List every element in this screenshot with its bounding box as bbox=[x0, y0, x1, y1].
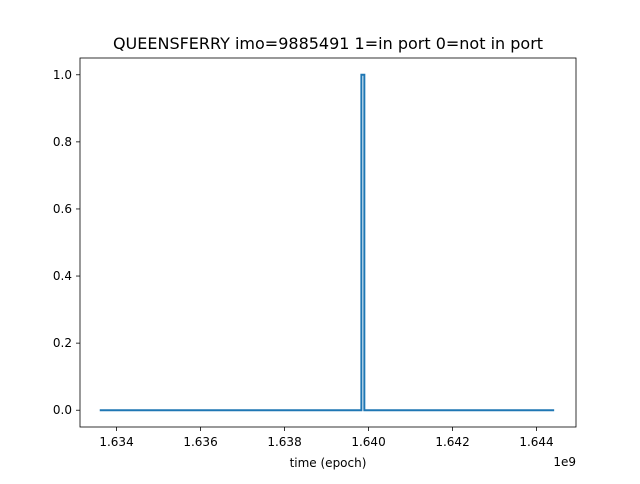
y-axis: 0.0 0.2 0.4 0.6 0.8 1.0 bbox=[53, 68, 80, 417]
x-axis: 1.634 1.636 1.638 1.640 1.642 1.644 bbox=[99, 427, 554, 449]
y-tick-label: 1.0 bbox=[53, 68, 72, 82]
x-axis-offset-label: 1e9 bbox=[553, 455, 576, 469]
x-tick-label: 1.642 bbox=[435, 435, 469, 449]
series-layer bbox=[99, 73, 555, 412]
series-line-0 bbox=[99, 73, 555, 412]
y-tick-label: 0.0 bbox=[53, 403, 72, 417]
chart-title: QUEENSFERRY imo=9885491 1=in port 0=not … bbox=[113, 34, 543, 53]
x-tick-label: 1.634 bbox=[99, 435, 133, 449]
y-tick-label: 0.2 bbox=[53, 336, 72, 350]
axes-frame bbox=[79, 57, 577, 428]
x-axis-label: time (epoch) bbox=[290, 456, 367, 470]
y-tick-label: 0.6 bbox=[53, 202, 72, 216]
plot-area bbox=[80, 58, 576, 427]
x-tick-label: 1.636 bbox=[183, 435, 217, 449]
x-tick-label: 1.640 bbox=[351, 435, 385, 449]
x-tick-label: 1.638 bbox=[267, 435, 301, 449]
x-tick-label: 1.644 bbox=[519, 435, 553, 449]
y-tick-label: 0.4 bbox=[53, 269, 72, 283]
y-tick-label: 0.8 bbox=[53, 135, 72, 149]
